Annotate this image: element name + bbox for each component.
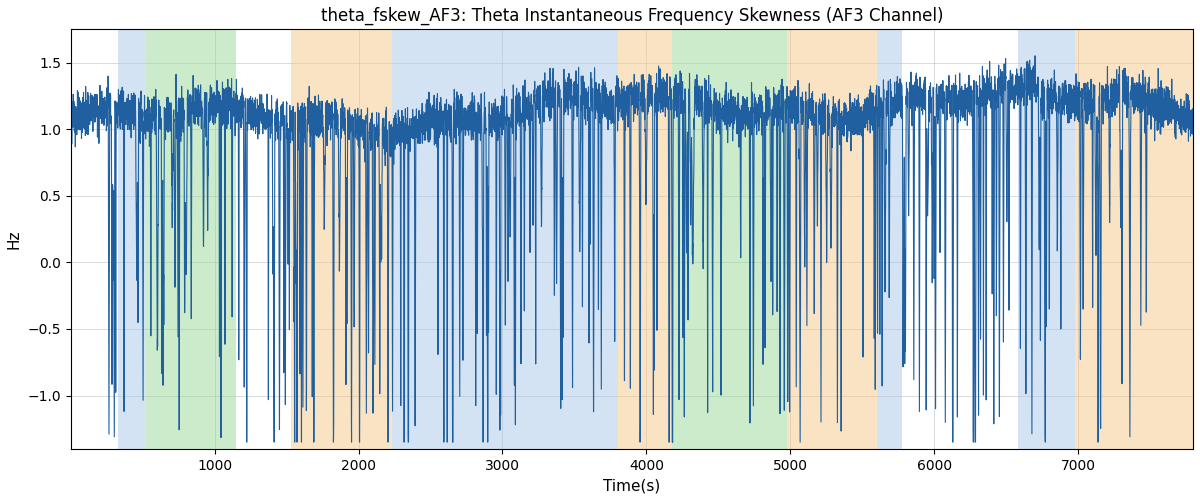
- Bar: [876, 30, 902, 449]
- Title: theta_fskew_AF3: Theta Instantaneous Frequency Skewness (AF3 Channel): theta_fskew_AF3: Theta Instantaneous Fre…: [320, 7, 943, 25]
- Bar: [1075, 30, 1193, 449]
- Bar: [391, 30, 460, 449]
- Bar: [1018, 30, 1075, 449]
- Bar: [119, 30, 145, 449]
- Bar: [145, 30, 236, 449]
- Bar: [751, 30, 787, 449]
- Bar: [290, 30, 391, 449]
- X-axis label: Time(s): Time(s): [604, 478, 660, 493]
- Bar: [787, 30, 876, 449]
- Y-axis label: Hz: Hz: [7, 230, 22, 249]
- Bar: [460, 30, 618, 449]
- Bar: [618, 30, 672, 449]
- Bar: [672, 30, 751, 449]
